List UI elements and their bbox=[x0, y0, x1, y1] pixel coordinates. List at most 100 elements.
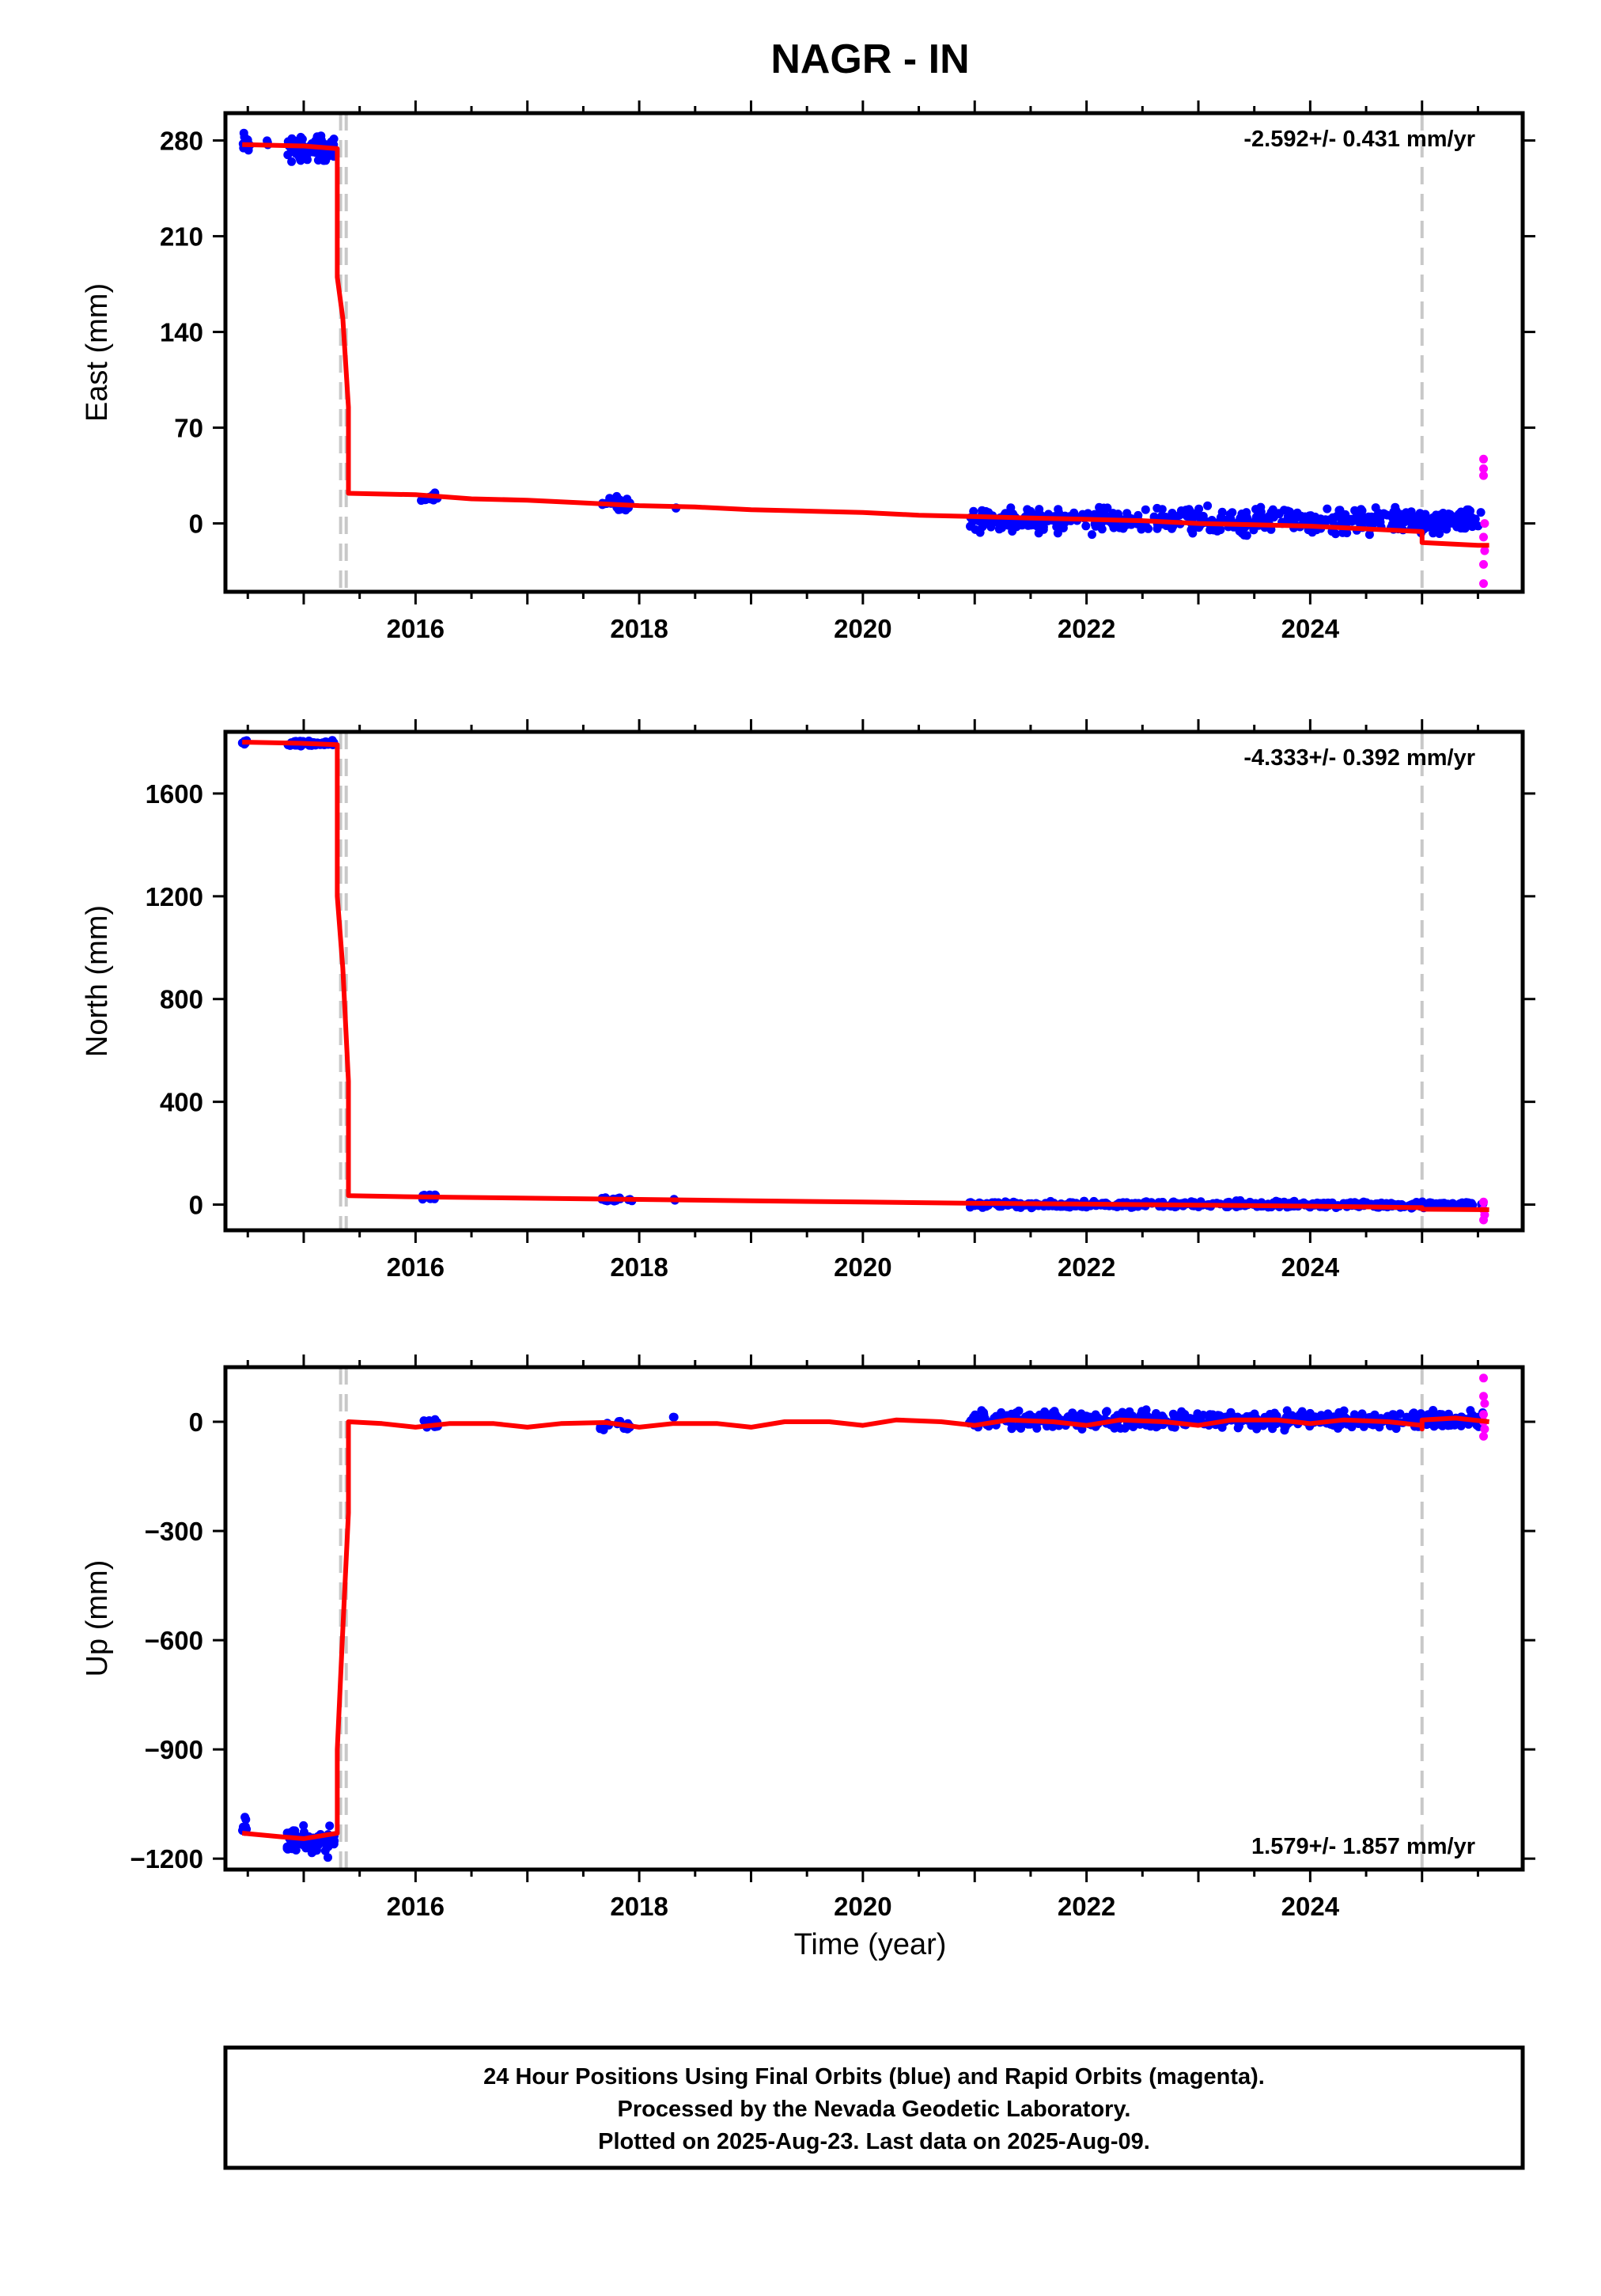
east-rapid-point bbox=[1479, 464, 1488, 473]
north-x-tick-label: 2018 bbox=[610, 1252, 668, 1282]
east-final-point bbox=[1323, 504, 1332, 513]
east-final-point bbox=[975, 517, 985, 526]
east-final-point bbox=[1320, 517, 1330, 526]
north-data-layer bbox=[237, 736, 1489, 1225]
east-final-point bbox=[1368, 519, 1378, 529]
east-final-point bbox=[1367, 512, 1376, 521]
east-final-point bbox=[1217, 513, 1226, 522]
up-final-point bbox=[324, 1853, 332, 1862]
east-x-tick-label: 2016 bbox=[387, 614, 445, 643]
up-final-point bbox=[298, 1840, 308, 1850]
up-x-tick-label: 2024 bbox=[1281, 1892, 1340, 1921]
north-y-tick-label: 1600 bbox=[146, 779, 203, 809]
up-final-point bbox=[1322, 1412, 1331, 1422]
up-x-tick-label: 2016 bbox=[387, 1892, 445, 1921]
east-final-point bbox=[1335, 508, 1345, 517]
up-y-tick-label: 0 bbox=[189, 1408, 203, 1437]
east-final-point bbox=[968, 517, 978, 526]
up-final-point bbox=[1116, 1423, 1126, 1433]
up-final-point bbox=[980, 1414, 990, 1423]
east-final-point bbox=[1308, 528, 1317, 537]
up-final-point bbox=[1349, 1410, 1359, 1419]
north-plot-frame bbox=[223, 729, 1525, 1233]
up-final-point bbox=[314, 1840, 324, 1850]
east-final-point bbox=[1409, 515, 1417, 525]
east-data-layer bbox=[238, 128, 1489, 589]
east-final-point bbox=[1237, 510, 1247, 518]
east-final-point bbox=[287, 157, 297, 166]
up-rapid-point bbox=[1479, 1431, 1488, 1441]
east-final-point bbox=[612, 491, 622, 501]
east-final-point bbox=[1351, 513, 1361, 522]
up-rapid-point bbox=[1479, 1392, 1488, 1401]
up-final-point bbox=[1432, 1420, 1441, 1430]
up-y-tick-label: −1200 bbox=[130, 1844, 203, 1874]
east-x-tick-label: 2018 bbox=[610, 614, 668, 643]
east-rapid-point bbox=[1479, 579, 1488, 589]
east-final-point bbox=[417, 496, 426, 506]
up-final-point bbox=[1125, 1407, 1134, 1416]
caption-line-2: Processed by the Nevada Geodetic Laborat… bbox=[618, 2097, 1131, 2122]
east-final-point bbox=[1187, 525, 1196, 535]
east-rate-annotation: -2.592+/- 0.431 mm/yr bbox=[1243, 127, 1475, 152]
east-final-point bbox=[240, 132, 249, 142]
up-final-point bbox=[1152, 1423, 1161, 1432]
east-rapid-point bbox=[1479, 532, 1488, 542]
east-final-point bbox=[1380, 510, 1390, 519]
east-rapid-point bbox=[1479, 471, 1488, 480]
east-model-line bbox=[242, 142, 1489, 548]
east-final-point bbox=[312, 132, 322, 142]
north-final-point bbox=[1443, 1199, 1452, 1209]
north-x-tick-label: 2022 bbox=[1058, 1252, 1115, 1282]
north-x-tick-label: 2020 bbox=[834, 1252, 891, 1282]
up-final-point bbox=[1091, 1410, 1100, 1419]
north-final-point bbox=[1425, 1198, 1434, 1207]
east-final-point bbox=[1415, 512, 1425, 521]
east-final-point bbox=[292, 136, 301, 146]
up-x-tick-label: 2018 bbox=[610, 1892, 668, 1921]
up-final-point bbox=[1411, 1414, 1421, 1423]
east-x-tick-label: 2024 bbox=[1281, 614, 1340, 643]
east-y-tick-label: 70 bbox=[174, 414, 203, 443]
caption-box bbox=[223, 2045, 1525, 2170]
north-rapid-point bbox=[1479, 1197, 1488, 1207]
east-final-point bbox=[1109, 523, 1118, 532]
east-final-point bbox=[1466, 506, 1475, 516]
east-final-point bbox=[1168, 509, 1177, 517]
north-rapid-point bbox=[1479, 1215, 1488, 1225]
east-x-tick-label: 2022 bbox=[1058, 614, 1115, 643]
east-final-point bbox=[1265, 511, 1274, 521]
east-x-tick-label: 2020 bbox=[834, 614, 891, 643]
figure-title: NAGR - IN bbox=[770, 36, 969, 82]
east-final-point bbox=[1251, 505, 1260, 514]
north-rate-annotation: -4.333+/- 0.392 mm/yr bbox=[1243, 745, 1475, 771]
east-final-point bbox=[975, 528, 985, 537]
east-final-point bbox=[321, 156, 331, 165]
east-rapid-point bbox=[1479, 454, 1488, 464]
up-final-point bbox=[669, 1412, 679, 1422]
east-final-point bbox=[1225, 510, 1235, 519]
up-rapid-point bbox=[1479, 1410, 1488, 1419]
up-final-point bbox=[1467, 1410, 1476, 1419]
up-final-point bbox=[1102, 1407, 1111, 1416]
east-final-point bbox=[327, 137, 336, 146]
east-final-point bbox=[1371, 503, 1380, 513]
up-panel: 2016 2018 2020 2022 2024 0 −300 −600 −900 −1200 Up… bbox=[81, 1354, 1535, 1921]
east-final-point bbox=[1414, 521, 1423, 530]
east-final-point bbox=[1300, 512, 1310, 521]
east-y-tick-label: 210 bbox=[160, 222, 203, 252]
east-final-point bbox=[1184, 505, 1194, 514]
up-x-tick-label: 2020 bbox=[834, 1892, 891, 1921]
up-final-point bbox=[977, 1406, 986, 1415]
north-y-tick-label: 1200 bbox=[146, 882, 203, 911]
east-final-point bbox=[1152, 503, 1162, 513]
up-y-axis-label: Up (mm) bbox=[81, 1560, 114, 1677]
east-final-point bbox=[1176, 506, 1186, 515]
east-final-point bbox=[1395, 518, 1405, 528]
up-final-point bbox=[1195, 1411, 1205, 1421]
up-final-point bbox=[1269, 1410, 1278, 1419]
up-final-point bbox=[1077, 1411, 1087, 1420]
up-final-point bbox=[240, 1813, 250, 1822]
east-rapid-point bbox=[1479, 559, 1488, 569]
